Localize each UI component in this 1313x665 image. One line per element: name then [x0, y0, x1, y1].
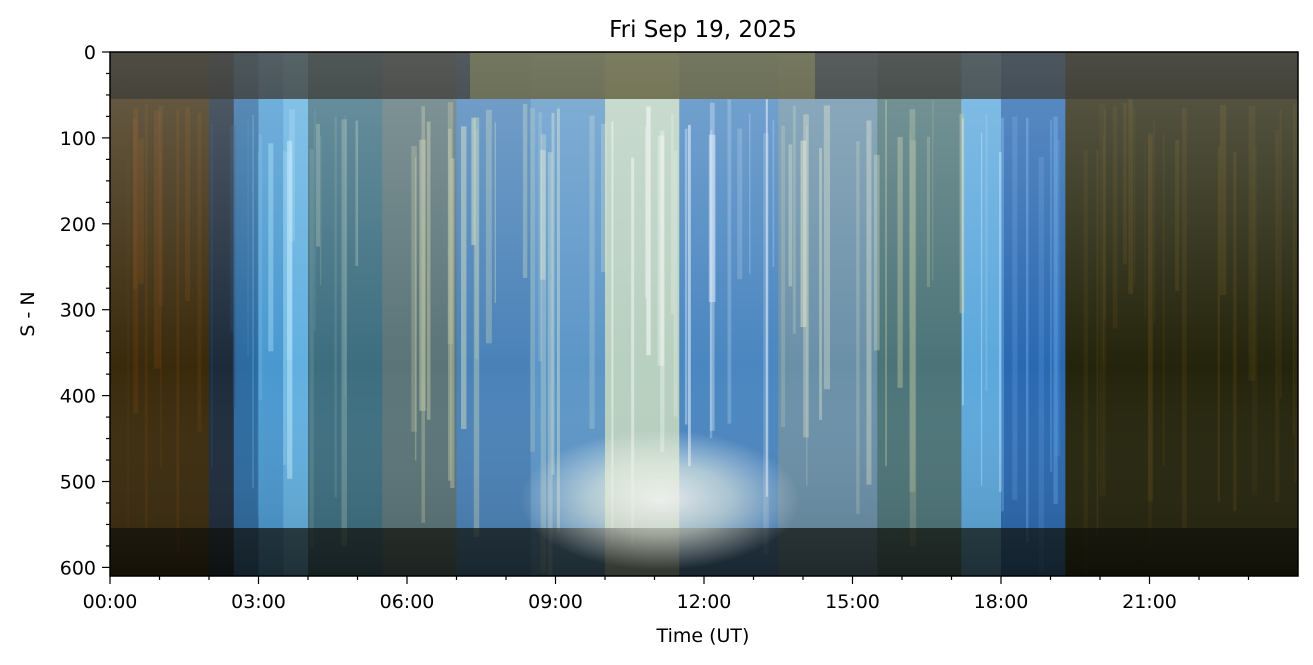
y-axis-label: S - N: [17, 291, 39, 336]
plot-shading: [110, 52, 1298, 576]
x-tick-label: 15:00: [825, 591, 880, 613]
y-tick-label: 500: [60, 472, 96, 494]
x-tick-label: 18:00: [974, 591, 1029, 613]
x-axis-label: Time (UT): [656, 625, 750, 647]
y-axis: 0 100 200 300 400 500 600: [60, 42, 110, 579]
y-tick-label: 200: [60, 214, 96, 236]
x-tick-label: 06:00: [380, 591, 435, 613]
y-tick-label: 300: [60, 300, 96, 322]
x-tick-label: 09:00: [528, 591, 583, 613]
chart-title: Fri Sep 19, 2025: [609, 17, 797, 43]
x-axis: 00:00 03:00 06:00 09:00 12:00 15:00 18:00 21:00: [83, 576, 1250, 613]
x-tick-label: 00:00: [83, 591, 138, 613]
y-tick-label: 400: [60, 386, 96, 408]
plot-image: [110, 52, 1298, 576]
y-tick-label: 100: [60, 128, 96, 150]
y-tick-label: 0: [84, 42, 96, 64]
x-tick-label: 21:00: [1122, 591, 1177, 613]
y-tick-label: 600: [60, 557, 96, 579]
x-tick-label: 03:00: [231, 591, 286, 613]
x-tick-label: 12:00: [677, 591, 732, 613]
